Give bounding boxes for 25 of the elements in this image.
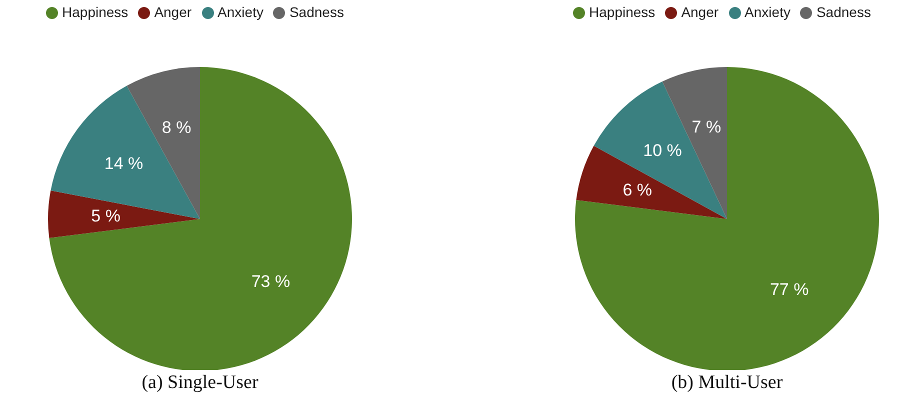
legend-label: Anxiety	[744, 4, 790, 20]
data-label: 77 %	[770, 280, 809, 300]
data-label: 73 %	[251, 272, 290, 291]
pie-slice	[576, 146, 727, 219]
legend-label: Sadness	[816, 4, 871, 20]
legend-label: Happiness	[62, 4, 128, 20]
data-label: 7 %	[692, 118, 722, 137]
pie-slice	[594, 81, 727, 219]
pie-slice	[575, 67, 879, 370]
pie-slice	[126, 67, 200, 219]
text: (b) Multi-User	[670, 372, 784, 394]
text: (a) Single-User	[140, 372, 260, 394]
legend-label: Sadness	[289, 4, 344, 20]
data-label: 6 %	[622, 180, 652, 200]
data-label: 5 %	[91, 206, 120, 226]
legend-label: Anger	[681, 4, 719, 20]
data-label: 10 %	[643, 140, 682, 160]
legend-label: Happiness	[589, 4, 656, 20]
data-label: 14 %	[104, 154, 144, 174]
pie-slice	[49, 67, 352, 370]
legend-label: Anger	[154, 4, 192, 20]
pie-slice	[662, 67, 727, 219]
legend-label: Anxiety	[218, 4, 264, 20]
data-label: 8 %	[162, 118, 192, 138]
pie-slice	[48, 190, 200, 238]
